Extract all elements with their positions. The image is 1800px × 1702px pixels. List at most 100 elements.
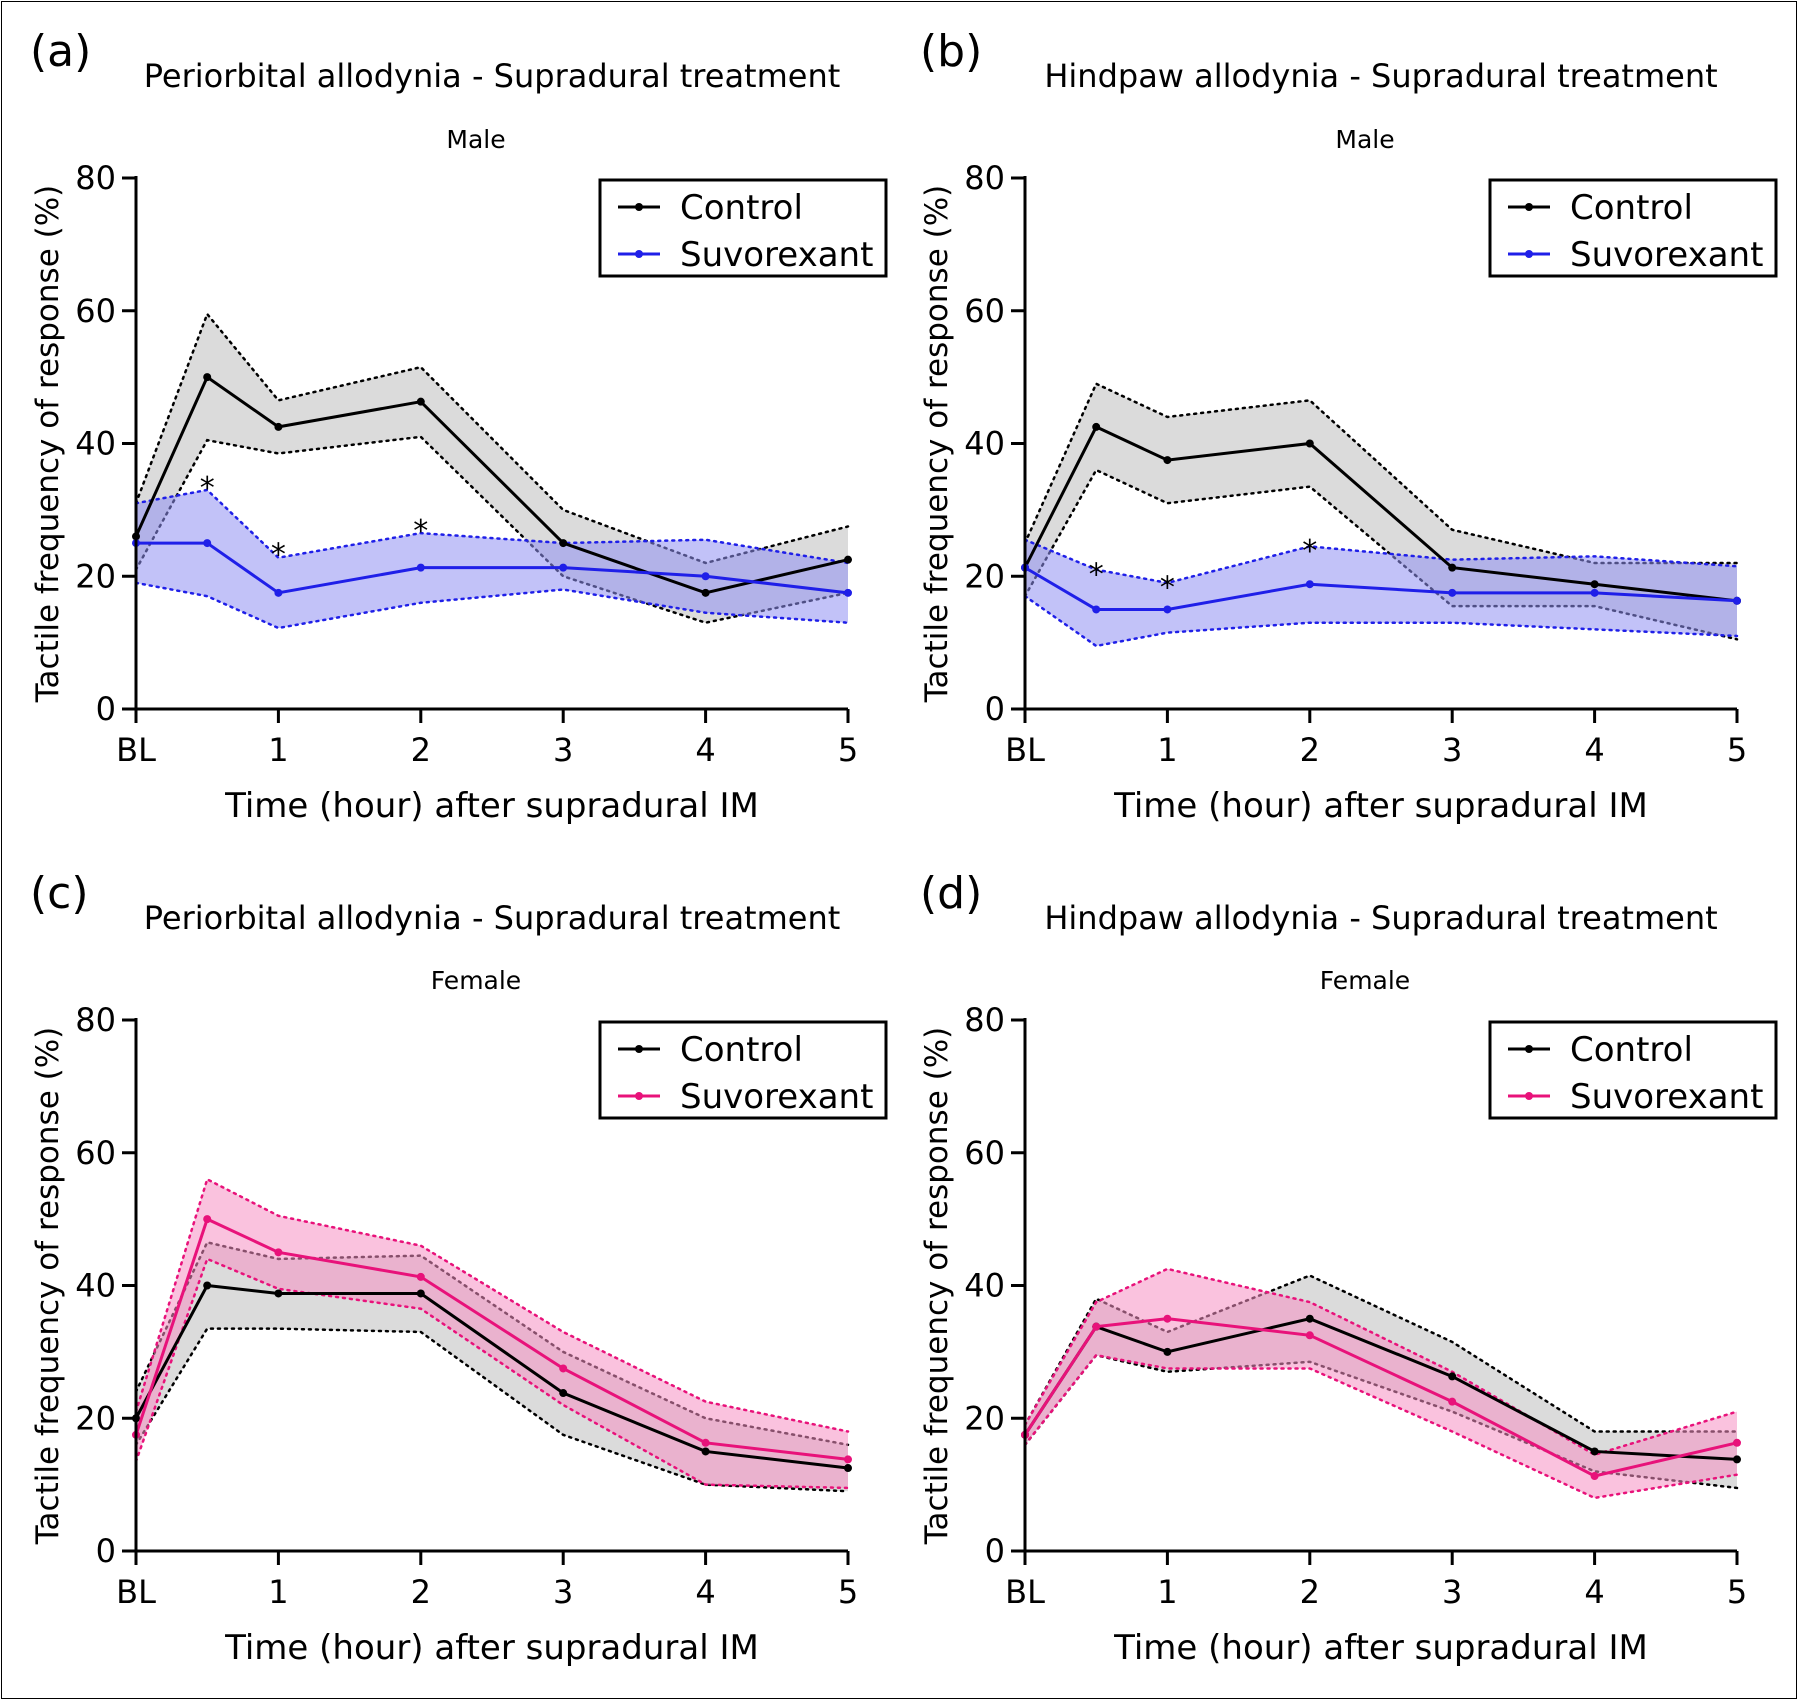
chart-subtitle: Female [431,966,521,995]
data-point-suvorexant [274,1248,283,1257]
data-point-control [1163,1347,1172,1356]
data-point-control [701,1447,710,1456]
significance-star: * [271,537,286,572]
error-lower-suvorexant [1023,1353,1739,1500]
legend-label-control: Control [1570,1030,1693,1070]
error-upper-suvorexant [1023,1267,1739,1457]
x-tick-label: 4 [1584,731,1604,769]
data-point-suvorexant [1733,1438,1741,1447]
x-axis-label: Time (hour) after supradural IM [1113,786,1648,826]
x-tick-label: 2 [1300,731,1320,769]
x-tick-label: BL [116,731,156,769]
legend-marker-control [635,203,643,211]
legend-box [598,1020,888,1120]
x-tick-label: 4 [1584,1573,1604,1611]
legend-marker-suvorexant [1525,250,1533,258]
panel-label: (b) [920,26,982,77]
legend: Control Suvorexant [1488,178,1778,278]
legend-label-control: Control [1570,188,1693,228]
data-point-control [1590,1447,1599,1456]
error-lower-control [134,1327,850,1493]
chart-panel-b: (b) Hindpaw allodynia - Supradural treatm… [919,26,1778,826]
legend: Control Suvorexant [598,1020,888,1120]
data-point-suvorexant [1092,1322,1101,1331]
legend-label-control: Control [680,188,803,228]
error-upper-suvorexant [134,1177,850,1433]
x-tick-label: 2 [411,1573,431,1611]
error-band-suvorexant [136,489,848,629]
y-axis-label: Tactile frequency of response (%) [30,185,66,704]
y-tick-label: 20 [75,557,116,595]
y-tick-label: 40 [964,1267,1005,1305]
data-point-suvorexant [1305,580,1314,589]
legend-label-suvorexant: Suvorexant [680,235,873,275]
x-tick-label: 5 [838,731,858,769]
data-point-suvorexant [416,1272,425,1281]
x-tick-label: BL [1005,1573,1045,1611]
data-point-suvorexant [203,539,212,548]
data-point-suvorexant [1590,588,1599,597]
legend-marker-suvorexant [635,250,643,258]
x-axis-label: Time (hour) after supradural IM [224,1628,759,1668]
data-point-control [559,1389,568,1398]
y-tick-label: 0 [985,1532,1005,1570]
data-point-suvorexant [1448,588,1457,597]
legend-marker-control [1525,1045,1533,1053]
data-point-control [416,1289,425,1298]
error-lower-suvorexant [134,1257,850,1490]
y-tick-label: 40 [964,425,1005,463]
y-tick-label: 60 [75,292,116,330]
data-point-control [416,397,425,406]
y-tick-label: 20 [964,1399,1005,1437]
x-tick-label: 5 [1727,1573,1747,1611]
data-point-control [1733,1455,1741,1464]
data-point-suvorexant [559,563,568,572]
panel-label: (c) [30,868,89,919]
y-tick-label: 40 [75,1267,116,1305]
legend-marker-control [1525,203,1533,211]
data-point-suvorexant [203,1215,212,1224]
y-tick-label: 0 [96,1532,116,1570]
data-point-control [274,422,283,431]
data-point-control [1305,439,1314,448]
x-tick-label: 1 [1157,1573,1177,1611]
x-tick-label: 3 [1442,1573,1462,1611]
data-point-control [1163,456,1172,465]
data-point-control [203,373,212,382]
error-band-control [136,314,848,623]
data-point-suvorexant [1163,605,1172,614]
data-point-control [1092,422,1101,431]
y-tick-label: 0 [96,690,116,728]
data-point-control [1448,563,1457,572]
error-upper-control [1023,1274,1739,1433]
y-tick-label: 80 [75,159,116,197]
y-tick-label: 60 [75,1134,116,1172]
legend: Control Suvorexant [598,178,888,278]
legend-label-suvorexant: Suvorexant [680,1077,873,1117]
significance-star: * [1160,571,1175,606]
data-point-suvorexant [1163,1314,1172,1323]
data-point-suvorexant [1590,1471,1599,1480]
chart-title: Hindpaw allodynia - Supradural treatment [1044,899,1717,937]
x-tick-label: 3 [553,731,573,769]
panel-label: (d) [920,868,982,919]
data-point-suvorexant [701,1438,710,1447]
data-point-control [844,555,852,564]
error-band-suvorexant [1025,1268,1737,1498]
y-axis-label: Tactile frequency of response (%) [919,1027,955,1546]
error-lower-suvorexant [134,581,850,630]
significance-star: * [200,471,215,506]
panel-label: (a) [30,26,91,77]
x-tick-label: BL [1005,731,1045,769]
data-point-control [1590,580,1599,589]
x-axis-label: Time (hour) after supradural IM [224,786,759,826]
x-tick-label: 3 [1442,731,1462,769]
chart-panel-c: (c) Periorbital allodynia - Supradural tr… [30,868,888,1668]
x-tick-label: 5 [838,1573,858,1611]
legend-marker-suvorexant [635,1092,643,1100]
data-point-control [1448,1372,1457,1381]
data-point-suvorexant [1305,1331,1314,1340]
legend-label-control: Control [680,1030,803,1070]
significance-star: * [1302,534,1317,569]
